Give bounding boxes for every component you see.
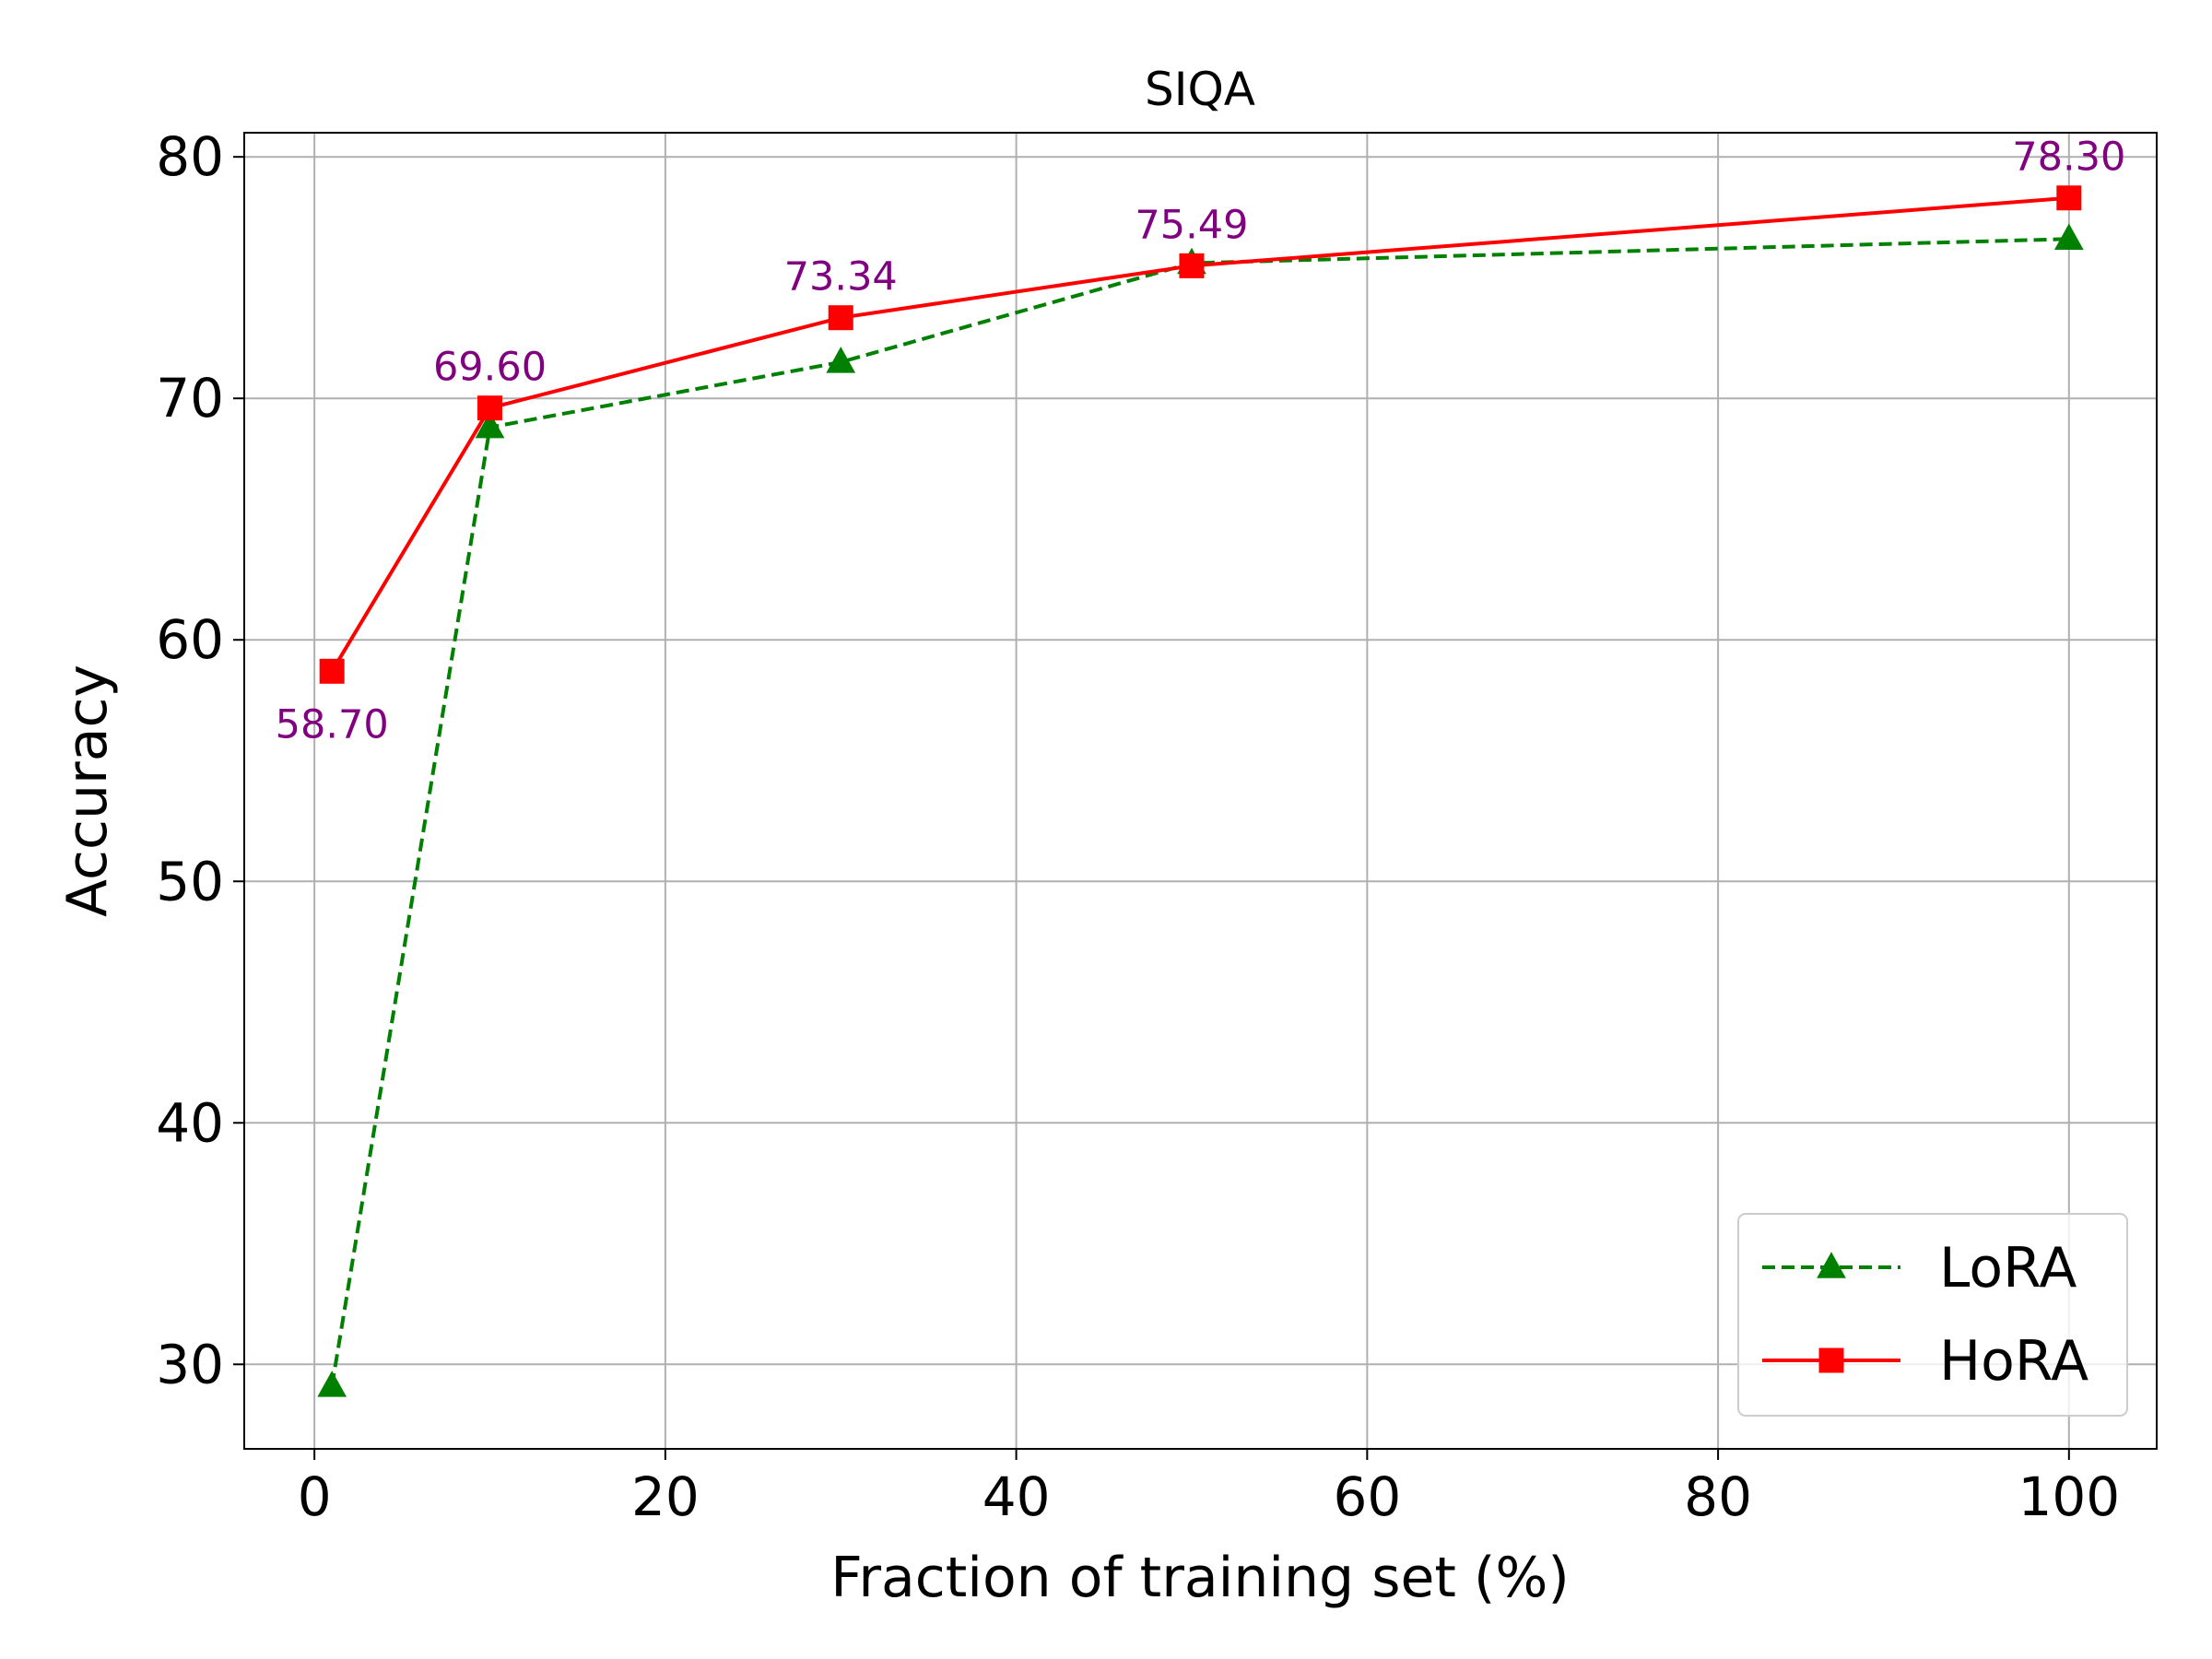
- legend: LoRA HoRA: [1737, 1213, 2128, 1417]
- tick-layer: 0 20 40 60 80 100 30 40 50 60 70 80: [156, 125, 2120, 1528]
- series-layer: [317, 185, 2084, 1397]
- legend-label-hora: HoRA: [1939, 1329, 2088, 1394]
- plot-frame: [243, 132, 2158, 1450]
- legend-item-lora: LoRA: [1762, 1236, 2077, 1300]
- y-tick-label: 60: [156, 608, 224, 671]
- x-axis-label: Fraction of training set (%): [830, 1546, 1570, 1610]
- y-tick-label: 40: [156, 1091, 224, 1154]
- legend-marker-lora: [1817, 1252, 1846, 1278]
- legend-item-hora: HoRA: [1762, 1329, 2088, 1394]
- data-label: 69.60: [433, 345, 547, 391]
- data-label: 73.34: [784, 254, 898, 300]
- chart-title: SIQA: [1145, 63, 1255, 116]
- y-axis-label: Accuracy: [55, 665, 120, 917]
- x-tick-label: 80: [1684, 1465, 1752, 1528]
- data-label: 75.49: [1135, 202, 1248, 248]
- annotation-layer: 58.70 69.60 73.34 75.49 78.30: [276, 135, 2126, 748]
- data-point-hora: [1179, 253, 1205, 278]
- data-point-hora: [828, 305, 853, 331]
- x-tick-label: 100: [2018, 1465, 2120, 1528]
- y-tick-label: 70: [156, 367, 224, 429]
- grid-lines: [244, 133, 2157, 1449]
- legend-marker-hora: [1818, 1347, 1844, 1373]
- y-tick-label: 50: [156, 850, 224, 912]
- legend-label-lora: LoRA: [1939, 1236, 2077, 1300]
- y-tick-label: 30: [156, 1333, 224, 1395]
- legend-items: LoRA HoRA: [1762, 1236, 2088, 1394]
- data-point-lora: [2053, 223, 2084, 251]
- data-label: 78.30: [2012, 135, 2125, 181]
- data-point-lora: [826, 347, 856, 373]
- x-tick-label: 0: [298, 1465, 332, 1528]
- x-tick-label: 60: [1333, 1465, 1401, 1528]
- data-label: 58.70: [276, 701, 389, 747]
- data-point-lora: [317, 1371, 347, 1397]
- data-point-hora: [319, 658, 345, 684]
- x-tick-label: 20: [631, 1465, 700, 1528]
- data-point-hora: [2056, 185, 2082, 211]
- data-point-lora: [475, 411, 505, 439]
- y-tick-label: 80: [156, 125, 224, 188]
- x-tick-label: 40: [982, 1465, 1051, 1528]
- series-hora: [319, 185, 2082, 684]
- data-point-hora: [477, 395, 503, 421]
